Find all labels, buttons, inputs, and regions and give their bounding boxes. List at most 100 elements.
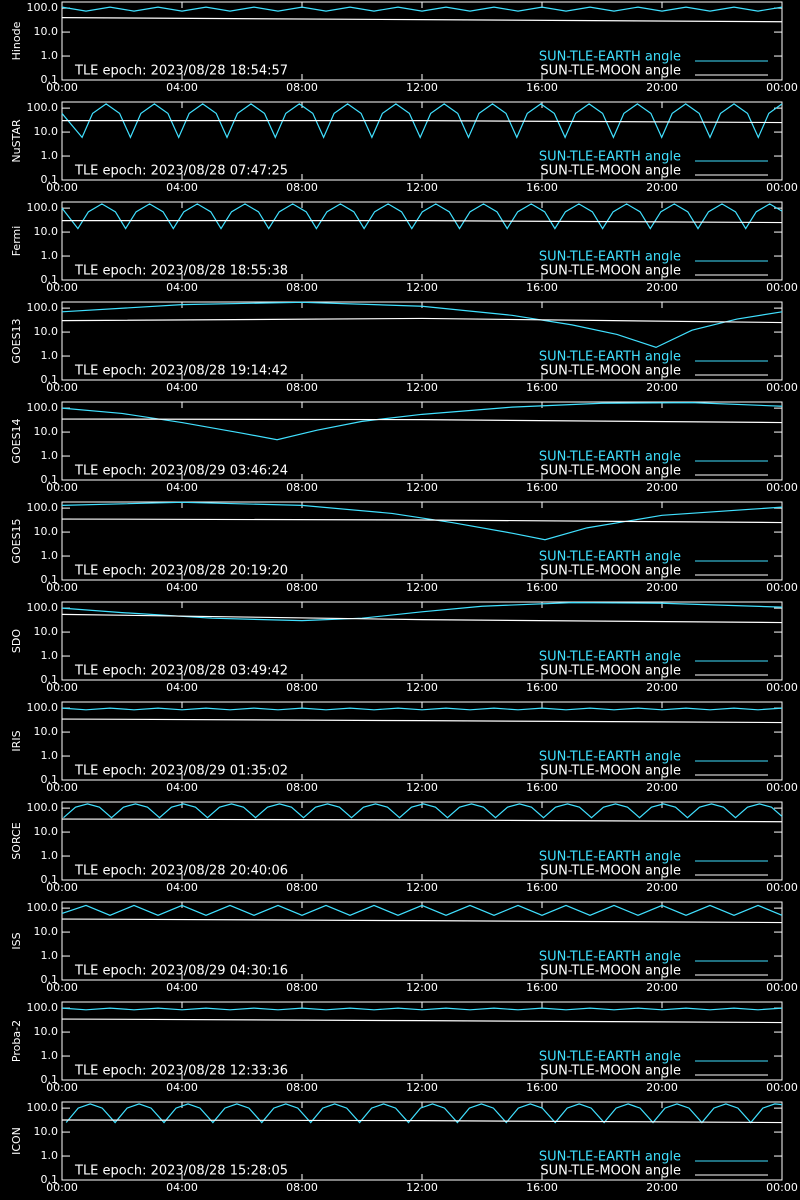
y-tick-label: 0.1 xyxy=(41,273,59,286)
data-line xyxy=(61,418,783,424)
annotation: TLE epoch: 2023/08/29 01:35:02 xyxy=(74,764,288,779)
x-tick-label: 08:00 xyxy=(286,181,318,194)
y-tick-label: 10.0 xyxy=(34,425,59,438)
data-line xyxy=(61,401,783,441)
y-tick-label: 1.0 xyxy=(41,349,59,362)
annotation: TLE epoch: 2023/08/29 04:30:16 xyxy=(74,964,288,979)
x-tick-label: 08:00 xyxy=(286,681,318,694)
y-tick-label: 0.1 xyxy=(41,673,59,686)
x-tick-label: 16:00 xyxy=(526,481,558,494)
y-axis-title: ICON xyxy=(10,1127,23,1155)
y-tick-label: 1.0 xyxy=(41,1149,59,1162)
data-line xyxy=(61,6,783,12)
x-tick-label: 00:00 xyxy=(766,1181,798,1194)
annotation: TLE epoch: 2023/08/28 19:14:42 xyxy=(74,364,288,379)
x-tick-label: 12:00 xyxy=(406,481,438,494)
x-tick-label: 20:00 xyxy=(646,1181,678,1194)
x-tick-label: 04:00 xyxy=(166,81,198,94)
x-tick-label: 04:00 xyxy=(166,581,198,594)
y-tick-label: 10.0 xyxy=(34,925,59,938)
x-tick-label: 00:00 xyxy=(766,881,798,894)
x-tick-label: 08:00 xyxy=(286,781,318,794)
x-tick-label: 08:00 xyxy=(286,281,318,294)
data-line xyxy=(65,1103,783,1124)
x-tick-label: 20:00 xyxy=(646,281,678,294)
y-tick-label: 0.1 xyxy=(41,1073,59,1086)
legend-label: SUN-TLE-EARTH angle xyxy=(539,350,681,365)
x-tick-label: 00:00 xyxy=(766,581,798,594)
y-axis-title: IRIS xyxy=(10,730,23,751)
y-tick-label: 1.0 xyxy=(41,449,59,462)
legend-label: SUN-TLE-MOON angle xyxy=(540,264,681,279)
x-tick-label: 08:00 xyxy=(286,1181,318,1194)
legend-label: SUN-TLE-MOON angle xyxy=(540,1064,681,1079)
x-tick-label: 20:00 xyxy=(646,981,678,994)
x-tick-label: 00:00 xyxy=(766,681,798,694)
legend-label: SUN-TLE-MOON angle xyxy=(540,764,681,779)
x-tick-label: 16:00 xyxy=(526,981,558,994)
x-tick-label: 12:00 xyxy=(406,1081,438,1094)
y-tick-label: 1.0 xyxy=(41,49,59,62)
x-tick-label: 04:00 xyxy=(166,681,198,694)
data-line xyxy=(61,301,783,349)
x-tick-label: 16:00 xyxy=(526,81,558,94)
y-tick-label: 1.0 xyxy=(41,849,59,862)
x-tick-label: 20:00 xyxy=(646,481,678,494)
legend-label: SUN-TLE-MOON angle xyxy=(540,164,681,179)
x-tick-label: 16:00 xyxy=(526,881,558,894)
legend-label: SUN-TLE-MOON angle xyxy=(540,464,681,479)
y-axis-title: GOES15 xyxy=(10,518,23,563)
y-axis-title: GOES14 xyxy=(10,418,23,463)
x-tick-label: 12:00 xyxy=(406,681,438,694)
x-tick-label: 16:00 xyxy=(526,581,558,594)
x-tick-label: 04:00 xyxy=(166,1081,198,1094)
data-line xyxy=(61,1018,783,1024)
x-tick-label: 08:00 xyxy=(286,481,318,494)
x-tick-label: 16:00 xyxy=(526,781,558,794)
y-axis-title: GOES13 xyxy=(10,318,23,363)
y-tick-label: 0.1 xyxy=(41,173,59,186)
legend-label: SUN-TLE-MOON angle xyxy=(540,64,681,79)
x-tick-label: 12:00 xyxy=(406,1181,438,1194)
legend-label: SUN-TLE-EARTH angle xyxy=(539,650,681,665)
legend-label: SUN-TLE-EARTH angle xyxy=(539,550,681,565)
data-line xyxy=(62,220,783,224)
annotation: TLE epoch: 2023/08/28 03:49:42 xyxy=(74,664,288,679)
legend-label: SUN-TLE-EARTH angle xyxy=(539,850,681,865)
x-tick-label: 00:00 xyxy=(766,981,798,994)
y-tick-label: 10.0 xyxy=(34,225,59,238)
y-tick-label: 100.0 xyxy=(27,501,59,514)
x-tick-label: 12:00 xyxy=(406,981,438,994)
y-tick-label: 0.1 xyxy=(41,973,59,986)
y-axis-title: Proba-2 xyxy=(10,1020,23,1062)
y-tick-label: 10.0 xyxy=(34,825,59,838)
data-line xyxy=(61,1119,783,1124)
x-tick-label: 16:00 xyxy=(526,681,558,694)
y-axis-title: Fermi xyxy=(10,226,23,257)
y-tick-label: 100.0 xyxy=(27,401,59,414)
y-axis-title: ISS xyxy=(10,932,23,949)
y-tick-label: 100.0 xyxy=(27,101,59,114)
y-tick-label: 100.0 xyxy=(27,1101,59,1114)
legend-label: SUN-TLE-EARTH angle xyxy=(539,150,681,165)
y-axis-title: SORCE xyxy=(10,822,23,859)
x-tick-label: 12:00 xyxy=(406,381,438,394)
y-axis-title: NuSTAR xyxy=(10,119,23,163)
legend-label: SUN-TLE-MOON angle xyxy=(540,364,681,379)
y-tick-label: 10.0 xyxy=(34,625,59,638)
annotation: TLE epoch: 2023/08/28 07:47:25 xyxy=(74,164,288,179)
data-line xyxy=(61,203,783,230)
x-tick-label: 20:00 xyxy=(646,181,678,194)
legend-label: SUN-TLE-EARTH angle xyxy=(539,250,681,265)
x-tick-label: 12:00 xyxy=(406,881,438,894)
x-tick-label: 16:00 xyxy=(526,181,558,194)
annotation: TLE epoch: 2023/08/28 20:19:20 xyxy=(74,564,288,579)
x-tick-label: 04:00 xyxy=(166,1181,198,1194)
annotation: TLE epoch: 2023/08/28 12:33:36 xyxy=(74,1064,288,1079)
y-tick-label: 10.0 xyxy=(34,1025,59,1038)
x-tick-label: 00:00 xyxy=(46,1181,78,1194)
x-tick-label: 12:00 xyxy=(406,581,438,594)
